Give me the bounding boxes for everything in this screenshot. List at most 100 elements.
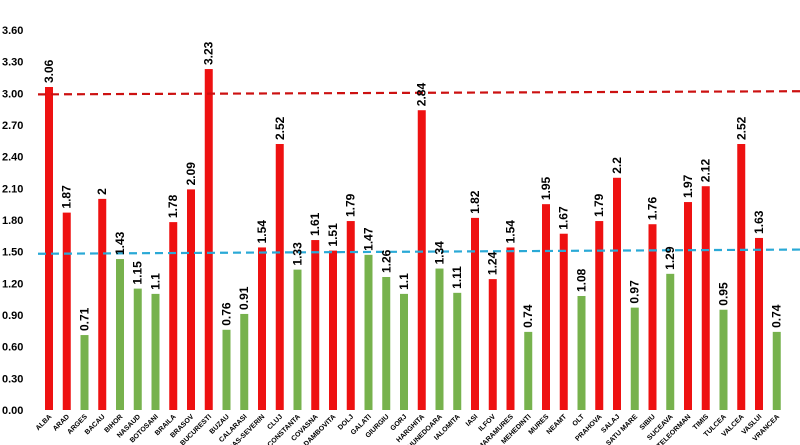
bar-value-label: 3.23: [202, 41, 216, 65]
bar-value-label: 0.71: [78, 307, 92, 331]
y-tick-label: 2.40: [2, 152, 23, 164]
bar: [577, 296, 586, 410]
y-tick-label: 0.60: [2, 342, 23, 354]
bar-value-label: 0.76: [220, 302, 234, 326]
bar: [506, 247, 515, 410]
value-labels: 3.06 1.87 0.71 2 1.43 1.15 1.1 1.78 2.09 3.23 0.76…: [42, 41, 784, 331]
bar: [613, 177, 621, 410]
bar: [116, 259, 124, 410]
y-axis: 0.00 0.30 0.60 0.90 1.20 1.50 1.80 2.10 2.40 2.70…: [2, 25, 23, 417]
bars: [45, 69, 781, 411]
bar: [595, 221, 604, 410]
bar: [204, 69, 213, 411]
category-labels: ALBAARADARGESBACAUBIHORNASAUDBOTOSANIBRA…: [35, 413, 781, 445]
bar: [488, 279, 497, 410]
bar-value-label: 1.79: [344, 193, 358, 217]
bar-value-label: 1.26: [379, 249, 393, 273]
bar-value-label: 2: [95, 188, 109, 195]
bar-value-label: 1.43: [113, 231, 127, 255]
bar-value-label: 1.76: [646, 197, 660, 221]
y-tick-label: 3.30: [2, 57, 23, 69]
bar-value-label: 0.97: [628, 280, 642, 304]
bar-value-label: 0.95: [717, 282, 731, 306]
bar: [293, 269, 302, 410]
red-threshold-line: [37, 90, 800, 96]
category-label: OLT: [571, 413, 586, 428]
bar-value-label: 1.79: [592, 193, 606, 217]
reference-lines: [37, 90, 800, 255]
bar-value-label: 0.74: [770, 304, 784, 328]
bar: [151, 293, 160, 410]
bar: [417, 110, 426, 410]
bar: [559, 233, 568, 410]
bar: [400, 293, 408, 410]
bar: [666, 273, 675, 410]
bar-value-label: 1.51: [326, 223, 340, 247]
bar-value-label: 1.1: [397, 273, 411, 290]
bar: [453, 292, 462, 410]
bar-value-label: 1.95: [539, 176, 553, 200]
bar: [684, 202, 692, 410]
bar-value-label: 1.24: [486, 251, 500, 275]
y-tick-label: 0.90: [2, 310, 23, 322]
bar-value-label: 1.34: [433, 241, 447, 265]
bar: [222, 329, 231, 410]
bar: [275, 144, 284, 410]
bar-value-label: 3.06: [42, 59, 56, 83]
category-label: IASI: [465, 413, 480, 428]
bar: [719, 309, 728, 410]
y-tick-label: 3.60: [2, 25, 23, 37]
bar: [471, 217, 479, 410]
bar-value-label: 0.91: [237, 286, 251, 310]
bar: [169, 222, 178, 410]
y-tick-label: 2.70: [2, 120, 23, 132]
bar-value-label: 2.52: [273, 116, 287, 140]
category-label: NEAMT: [546, 413, 569, 436]
bar-value-label: 1.87: [60, 185, 74, 209]
bar-value-label: 1.47: [362, 227, 376, 251]
bar-value-label: 2.52: [734, 116, 748, 140]
bar-value-label: 1.63: [752, 210, 766, 234]
bar: [630, 307, 639, 410]
y-tick-label: 1.20: [2, 278, 23, 290]
bar-value-label: 2.2: [610, 157, 624, 174]
blue-threshold-line: [37, 248, 800, 255]
bar-value-label: 1.82: [468, 190, 482, 214]
bar: [62, 212, 71, 410]
bar: [364, 254, 373, 410]
bar: [80, 335, 89, 410]
bar: [435, 268, 444, 410]
y-tick-label: 0.00: [2, 405, 23, 417]
bar-value-label: 1.15: [131, 261, 145, 285]
y-tick-label: 1.80: [2, 215, 23, 227]
bar: [755, 237, 763, 410]
bar-value-label: 0.74: [521, 304, 535, 328]
bar-value-label: 2.09: [184, 162, 198, 186]
bar: [311, 240, 320, 410]
bar: [346, 221, 355, 410]
bar-value-label: 1.61: [308, 212, 322, 236]
bar: [45, 87, 53, 410]
bar: [772, 331, 781, 410]
bar: [329, 250, 337, 410]
bar: [382, 277, 391, 410]
bar: [98, 198, 107, 410]
bar: [258, 247, 266, 410]
y-tick-label: 2.10: [2, 183, 23, 195]
bar-value-label: 1.97: [681, 174, 695, 198]
bar: [187, 189, 195, 410]
bar: [133, 288, 142, 410]
bar: [542, 204, 550, 410]
category-label: ALBA: [35, 413, 54, 432]
y-tick-label: 1.50: [2, 247, 23, 259]
bar-value-label: 1.78: [166, 194, 180, 218]
bar: [701, 186, 710, 410]
bar-value-label: 1.08: [575, 268, 589, 292]
bar-value-label: 2.12: [699, 159, 713, 183]
bar: [648, 224, 657, 410]
bar-value-label: 2.84: [415, 83, 429, 107]
bar-value-label: 1.33: [291, 242, 305, 266]
bar-value-label: 1.67: [557, 206, 571, 230]
bar-value-label: 1.29: [663, 246, 677, 270]
